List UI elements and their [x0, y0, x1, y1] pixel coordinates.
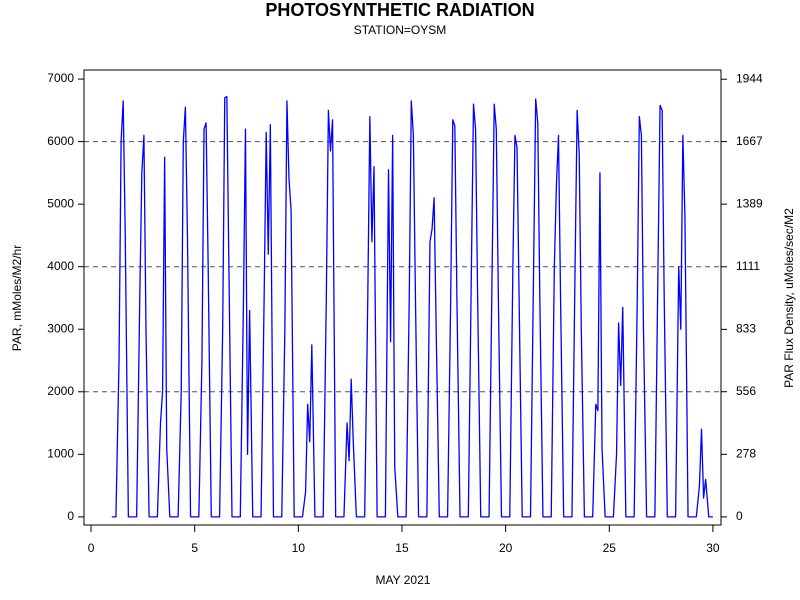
chart-subtitle: STATION=OYSM: [354, 23, 447, 37]
chart-title: PHOTOSYNTHETIC RADIATION: [265, 0, 534, 20]
y2-tick-label: 1944: [736, 71, 763, 85]
y2-tick-label: 833: [736, 322, 756, 336]
y2-tick-label: 1111: [736, 259, 760, 273]
y-tick-label: 4000: [47, 259, 74, 273]
x-tick-label: 20: [499, 541, 513, 555]
y-tick-label: 6000: [47, 134, 74, 148]
plot-frame: [83, 69, 722, 526]
y2-tick-label: 556: [736, 384, 756, 398]
x-tick-label: 25: [603, 541, 617, 555]
x-axis-label: MAY 2021: [376, 573, 431, 587]
y-tick-label: 2000: [47, 384, 74, 398]
y-tick-label: 5000: [47, 196, 74, 210]
y-tick-label: 0: [67, 509, 74, 523]
y2-tick-label: 0: [736, 509, 743, 523]
x-tick-label: 5: [191, 541, 198, 555]
x-tick-label: 0: [88, 541, 95, 555]
y2-axis-label: PAR Flux Density, uMoles/sec/M2: [782, 208, 796, 388]
y2-tick-label: 1389: [736, 196, 763, 210]
y2-tick-label: 1667: [736, 134, 763, 148]
y-axis-label: PAR, mMoles/M2/hr: [10, 245, 24, 351]
y2-tick-label: 278: [736, 446, 756, 460]
x-tick-label: 10: [292, 541, 306, 555]
x-tick-label: 30: [706, 541, 720, 555]
x-tick-label: 15: [395, 541, 409, 555]
y-tick-label: 1000: [47, 446, 74, 460]
y-tick-label: 7000: [47, 71, 74, 85]
y-tick-label: 3000: [47, 321, 74, 335]
data-line: [111, 95, 713, 518]
